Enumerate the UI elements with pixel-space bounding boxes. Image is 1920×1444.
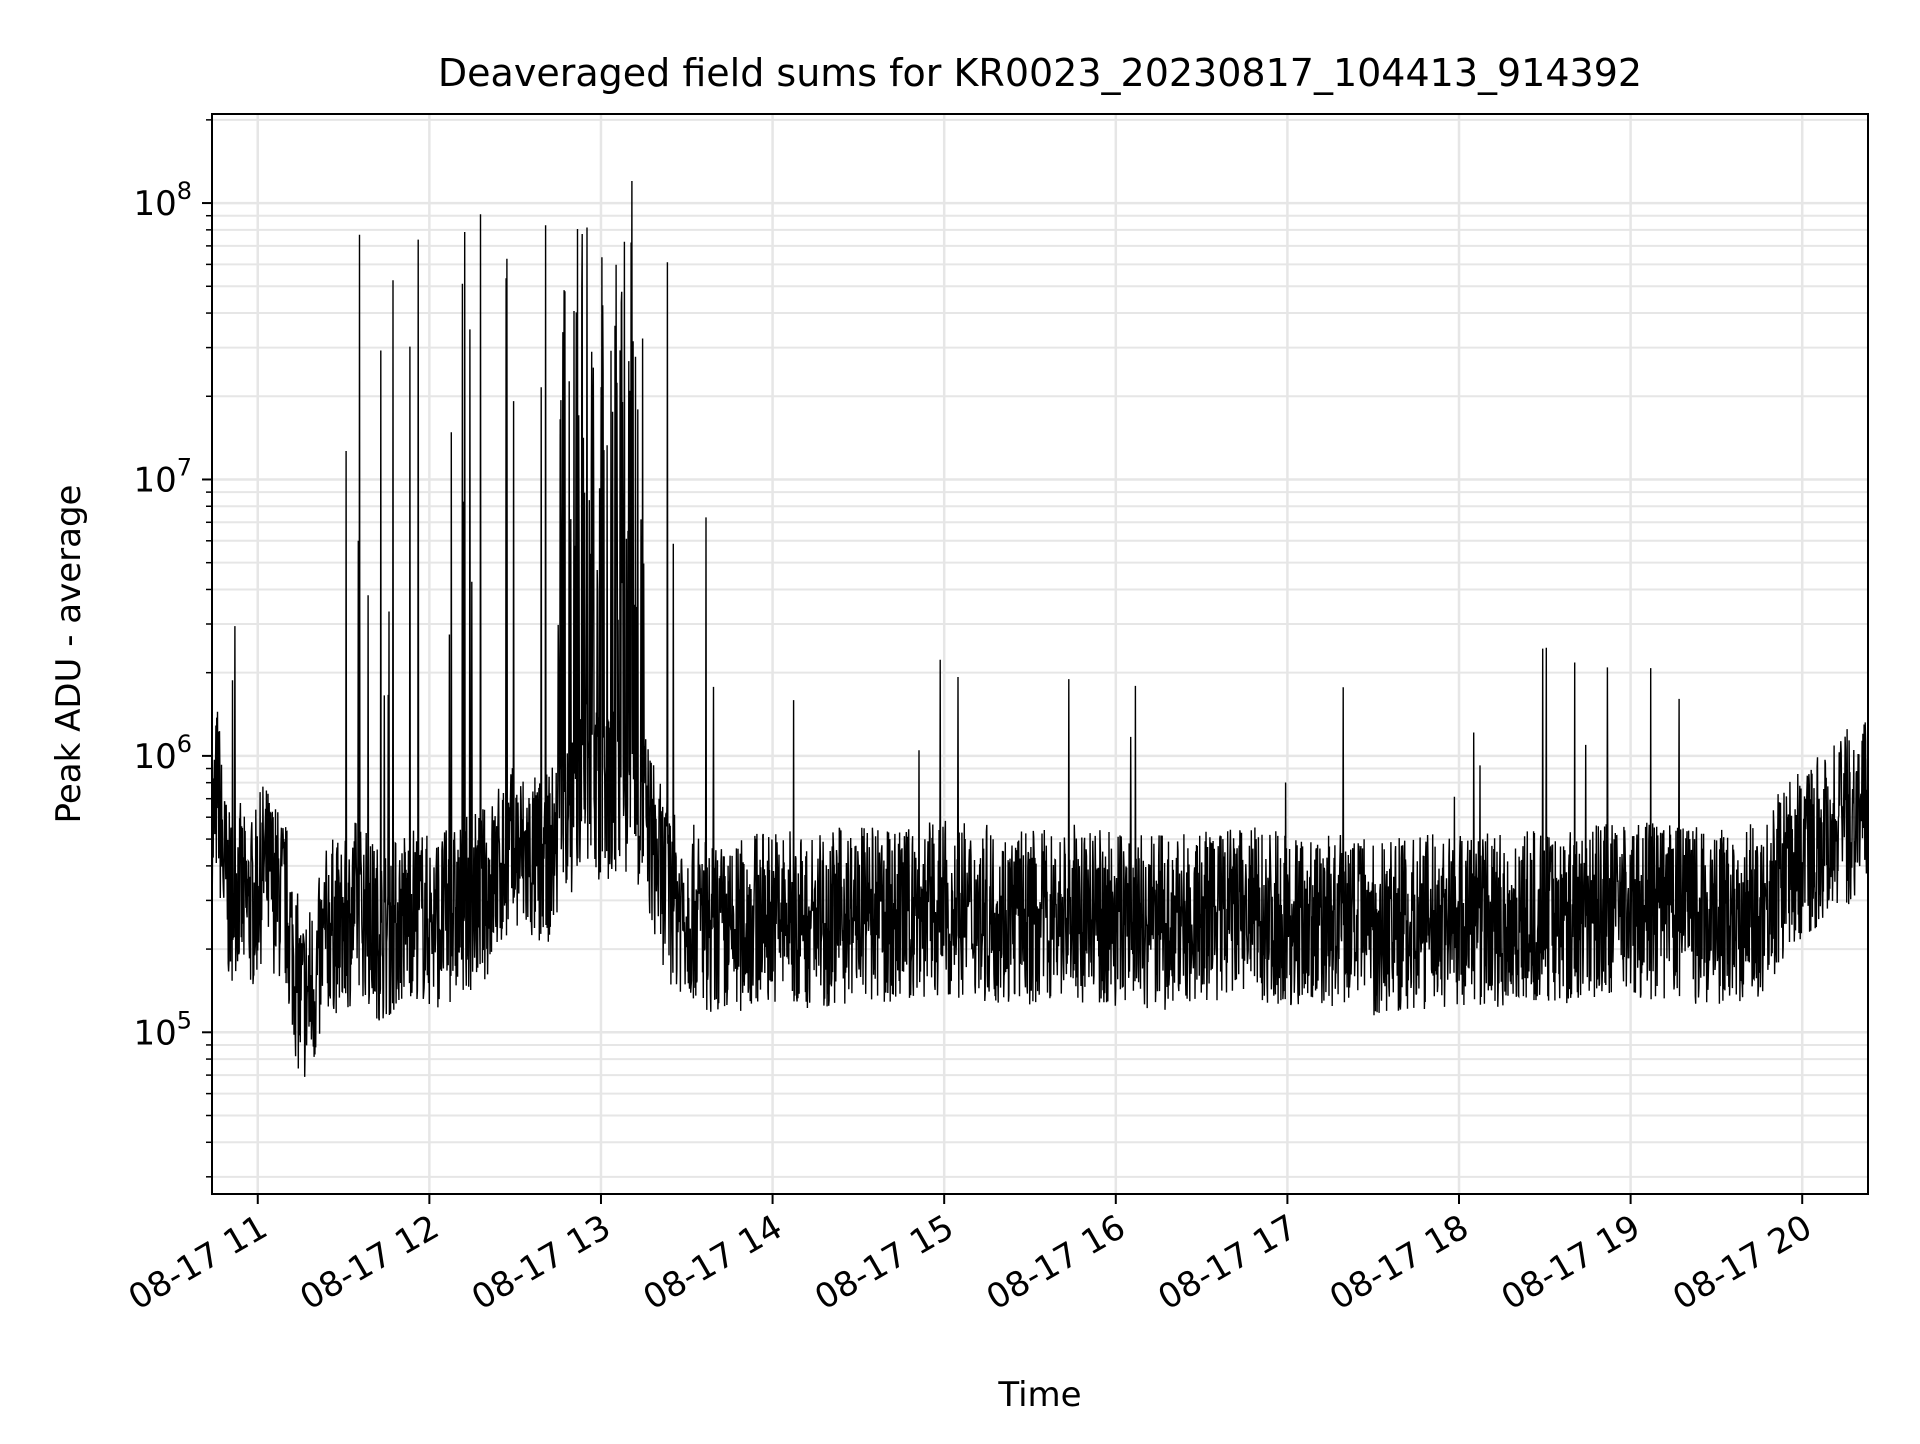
y-tick-label: 108 bbox=[133, 177, 192, 224]
y-tick-label: 106 bbox=[133, 730, 192, 777]
y-tick-label: 107 bbox=[133, 453, 192, 500]
y-tick-label: 105 bbox=[133, 1006, 192, 1053]
series-line bbox=[211, 180, 1869, 1077]
series-layer bbox=[211, 180, 1869, 1077]
y-axis-label: Peak ADU - average bbox=[49, 485, 89, 824]
plot-area-frame bbox=[211, 113, 1869, 1195]
chart-title: Deaveraged field sums for KR0023_2023081… bbox=[438, 51, 1642, 95]
x-axis-label: Time bbox=[997, 1375, 1081, 1415]
